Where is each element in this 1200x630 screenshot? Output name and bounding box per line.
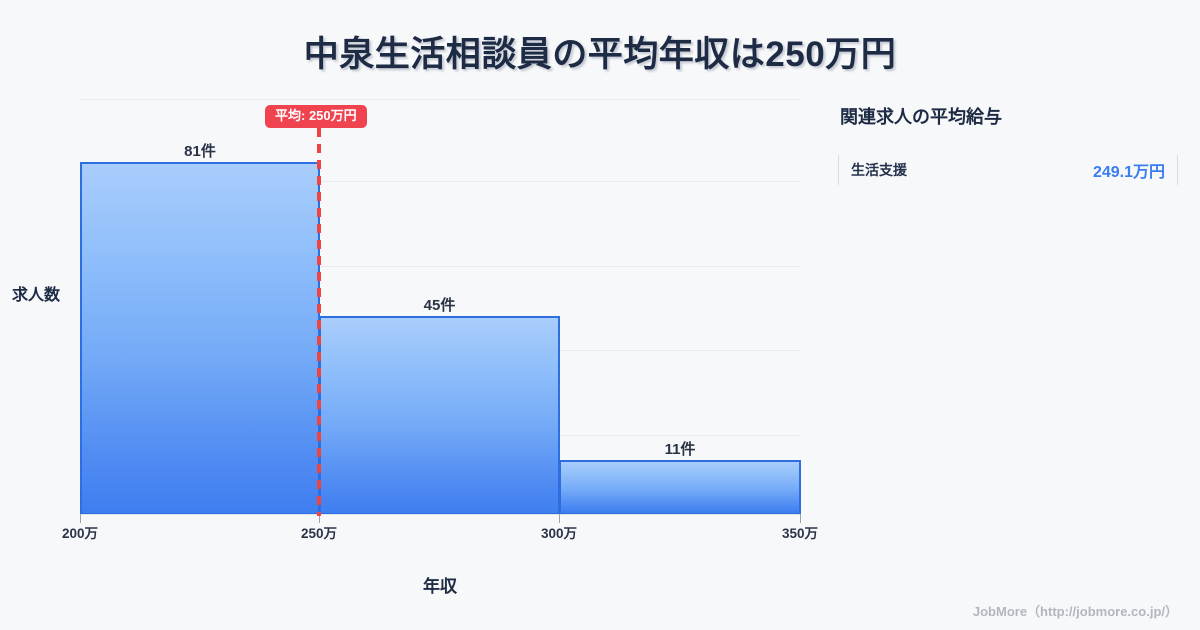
- x-axis-tick: [80, 514, 81, 523]
- salary-row-value: 249.1万円: [1092, 164, 1165, 181]
- bar-value-label: 45件: [423, 297, 456, 314]
- chart-panel: 81件 45件 11件 200万 250万 300万 350万 求人数 年収 平…: [12, 99, 818, 596]
- histogram-bar[interactable]: [319, 316, 560, 515]
- average-badge: 平均: 250万円: [265, 105, 367, 128]
- gridline: [80, 266, 800, 267]
- x-axis-tick-label: 250万: [300, 526, 338, 541]
- gridline: [80, 181, 800, 182]
- x-axis-title: 年収: [423, 577, 457, 596]
- x-axis-tick: [559, 514, 560, 523]
- x-axis-tick-label: 200万: [61, 526, 99, 541]
- row-right-rule: [1177, 155, 1178, 185]
- footer-credit[interactable]: JobMore（http://jobmore.co.jp/）: [972, 604, 1178, 619]
- y-axis-title: 求人数: [12, 287, 61, 304]
- x-axis-tick-label: 350万: [781, 526, 819, 541]
- histogram-bar[interactable]: [80, 162, 320, 515]
- gridline: [80, 99, 800, 100]
- x-axis-tick: [319, 514, 320, 523]
- salary-row-name: 生活支援: [851, 162, 907, 178]
- page-title: 中泉生活相談員の平均年収は250万円: [303, 35, 897, 74]
- histogram-bar[interactable]: [559, 460, 801, 515]
- related-salary-heading: 関連求人の平均給与: [840, 107, 1002, 127]
- x-axis-tick-label: 300万: [540, 526, 578, 541]
- salary-row[interactable]: 生活支援 249.1万円: [838, 155, 1178, 185]
- x-axis-tick: [800, 514, 801, 523]
- average-line: [317, 128, 321, 516]
- related-salary-panel: 関連求人の平均給与 生活支援 249.1万円: [838, 96, 1178, 185]
- x-axis-line: [80, 514, 801, 515]
- bar-value-label: 81件: [184, 143, 216, 160]
- row-left-rule: [838, 155, 839, 185]
- bar-value-label: 11件: [664, 441, 696, 458]
